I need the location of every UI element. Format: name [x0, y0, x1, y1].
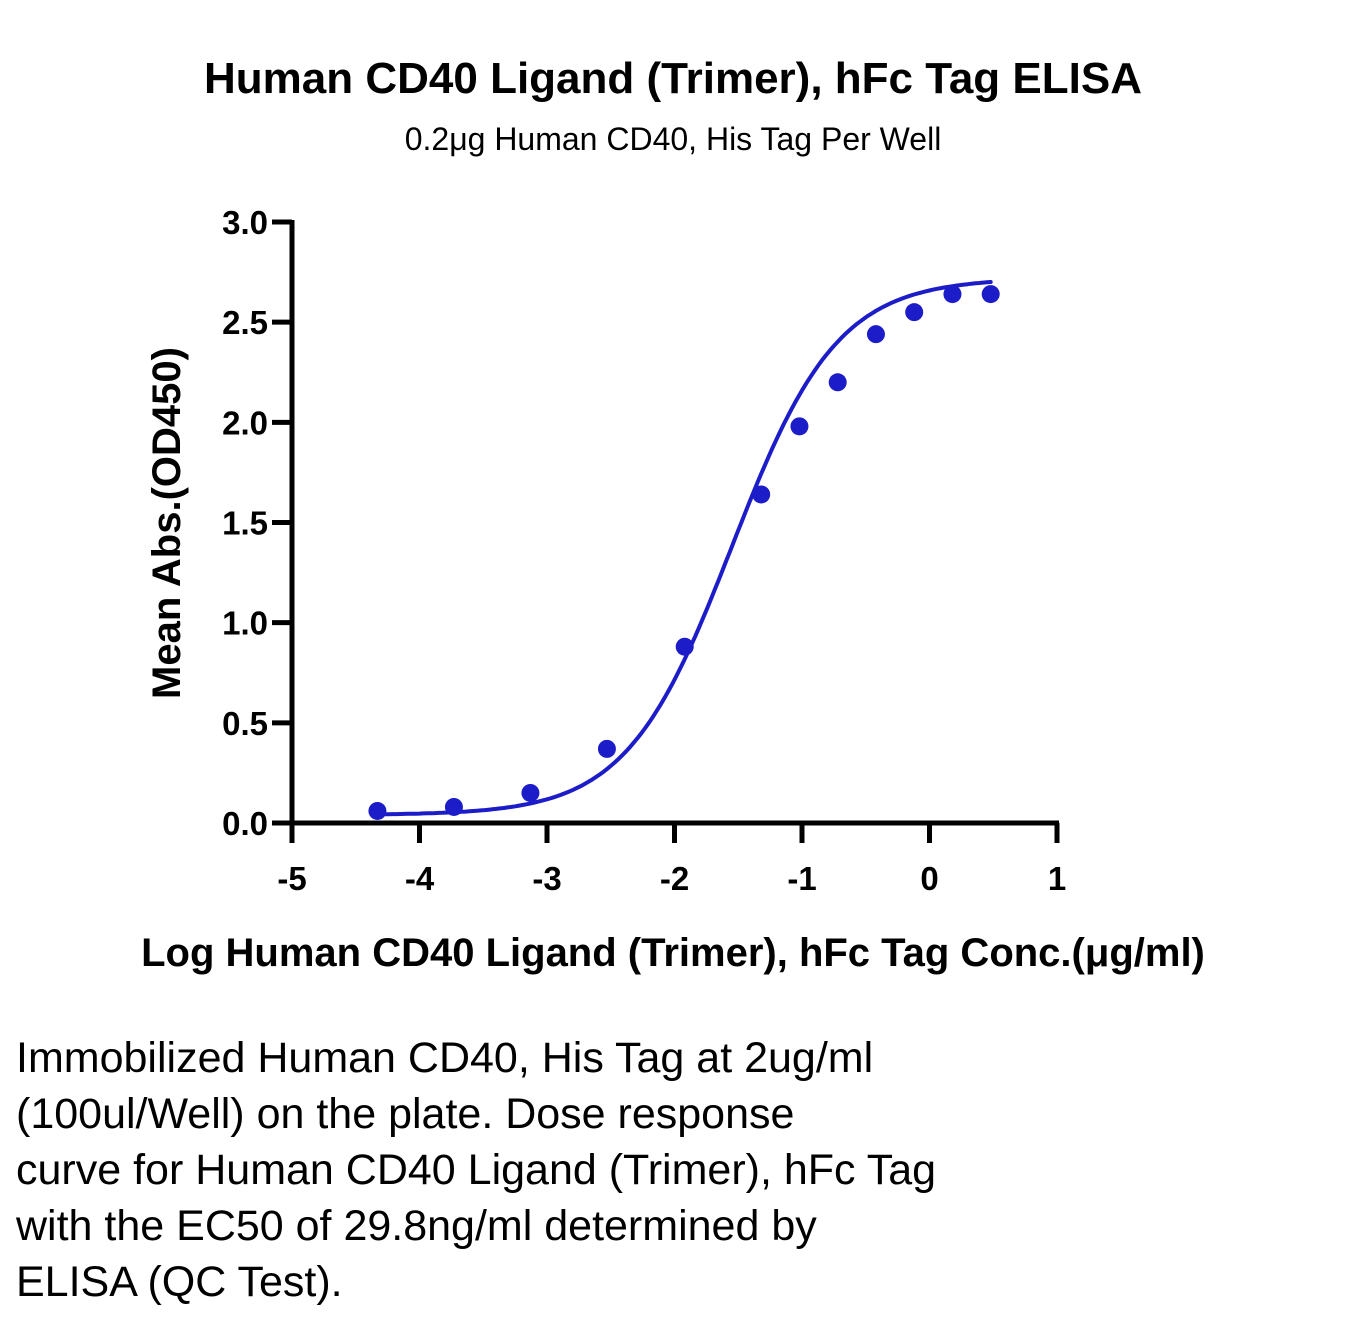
data-point: [866, 325, 885, 344]
data-point: [752, 485, 771, 504]
y-tick-label: 0.0: [222, 805, 268, 842]
chart-subtitle: 0.2μg Human CD40, His Tag Per Well: [405, 121, 942, 157]
data-point: [981, 285, 1000, 304]
y-axis: 0.0 0.5 1.0 1.5 2.0 2.5 3.0: [222, 204, 295, 842]
y-tick-label: 1.0: [222, 605, 268, 642]
caption-line: curve for Human CD40 Ligand (Trimer), hF…: [16, 1146, 937, 1194]
caption-text: Immobilized Human CD40, His Tag at 2ug/m…: [16, 1030, 1136, 1310]
chart-title: Human CD40 Ligand (Trimer), hFc Tag ELIS…: [204, 54, 1142, 103]
caption-line: Immobilized Human CD40, His Tag at 2ug/m…: [16, 1034, 874, 1082]
y-tick-label: 1.5: [222, 505, 268, 542]
data-point: [597, 739, 616, 758]
y-tick-label: 3.0: [222, 204, 268, 241]
data-point: [790, 417, 809, 436]
x-tick-label: -4: [405, 860, 435, 897]
y-tick-label: 2.5: [222, 304, 268, 341]
x-tick-label: 1: [1048, 860, 1066, 897]
fit-curve: [375, 280, 993, 817]
data-point: [905, 303, 924, 322]
elisa-chart: Human CD40 Ligand (Trimer), hFc Tag ELIS…: [141, 54, 1205, 975]
data-point: [943, 285, 962, 304]
data-point: [444, 797, 463, 816]
x-tick-label: -5: [277, 860, 306, 897]
y-tick-label: 0.5: [222, 705, 268, 742]
fit-curve-layer: [375, 280, 993, 817]
x-tick-label: 0: [920, 860, 938, 897]
data-point: [675, 637, 694, 656]
caption-line: (100ul/Well) on the plate. Dose response: [16, 1090, 795, 1138]
x-tick-label: -1: [787, 860, 816, 897]
data-point: [368, 801, 387, 820]
y-axis-label: Mean Abs.(OD450): [145, 347, 189, 699]
data-points-layer: [368, 285, 1000, 820]
data-point: [521, 783, 540, 802]
y-tick-label: 2.0: [222, 404, 268, 441]
x-tick-label: -2: [660, 860, 689, 897]
x-axis: -5 -4 -3 -2 -1 0 1: [277, 820, 1066, 897]
x-tick-label: -3: [532, 860, 561, 897]
data-point: [828, 373, 847, 392]
caption-line: with the EC50 of 29.8ng/ml determined by: [16, 1202, 817, 1250]
caption-line: ELISA (QC Test).: [16, 1258, 343, 1306]
x-axis-label: Log Human CD40 Ligand (Trimer), hFc Tag …: [141, 931, 1205, 975]
